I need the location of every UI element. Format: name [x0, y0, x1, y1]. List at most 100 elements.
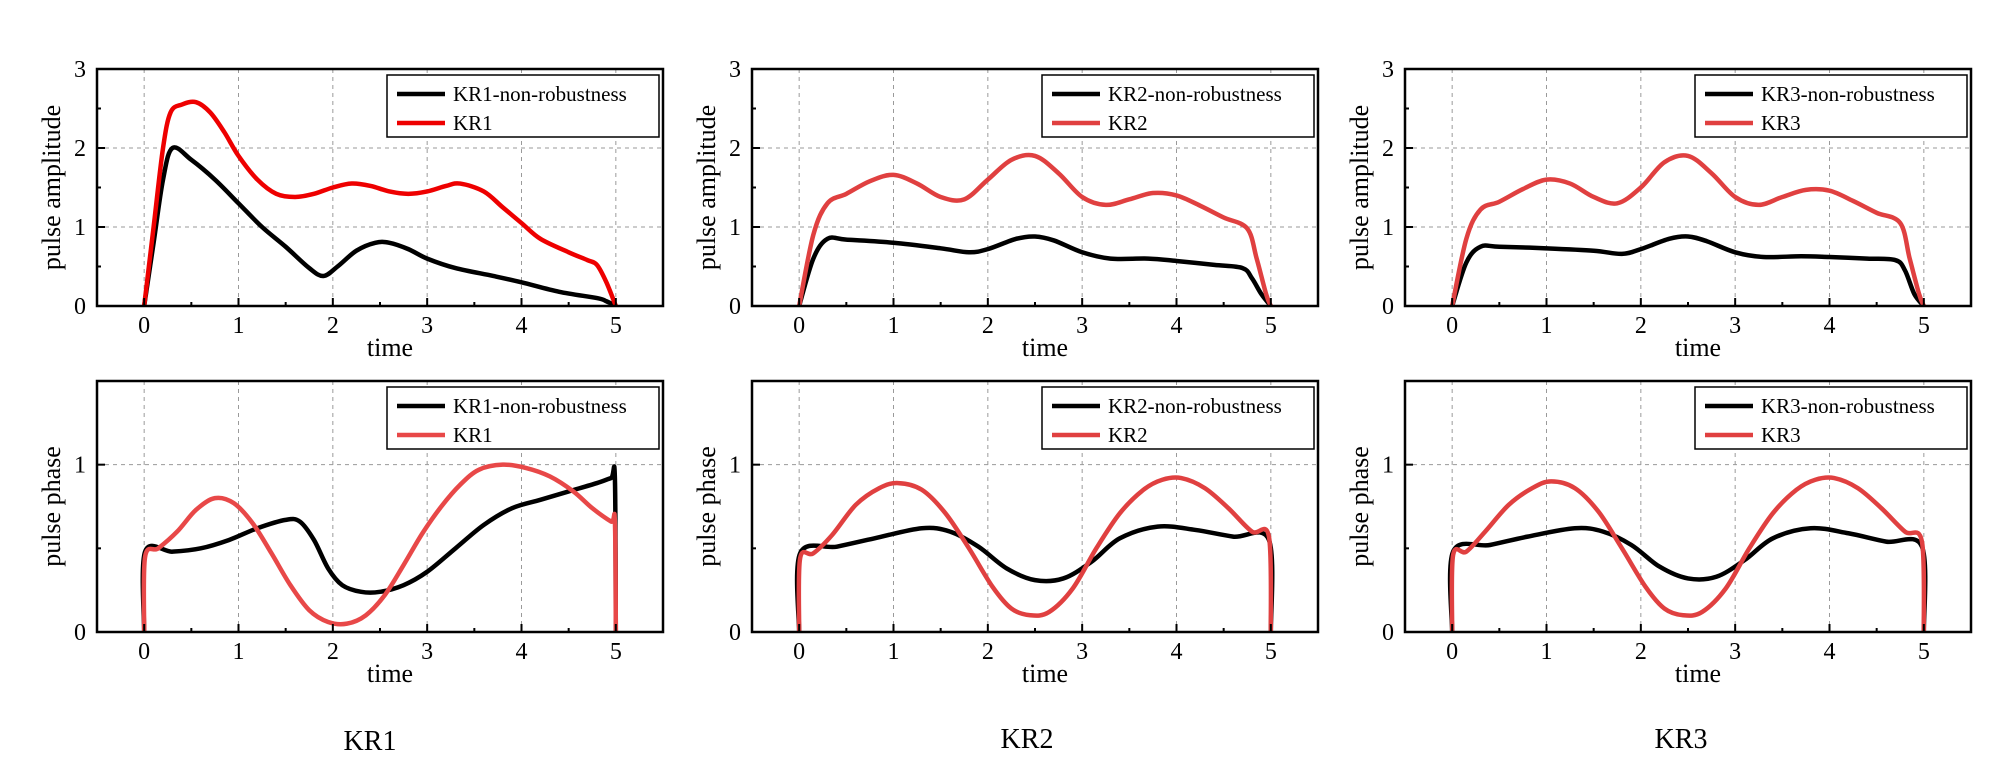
x-tick-label: 1 — [888, 313, 900, 339]
y-axis-label: pulse amplitude — [1345, 105, 1374, 270]
y-tick-label: 2 — [1382, 136, 1394, 162]
y-tick-label: 3 — [1382, 57, 1394, 83]
series-line-non-robustness — [1449, 234, 1927, 306]
x-tick-label: 4 — [516, 313, 528, 339]
x-tick-label: 5 — [1918, 313, 1930, 339]
series-line-non-robustness — [141, 145, 619, 306]
x-axis-label: time — [367, 659, 413, 688]
y-tick-label: 1 — [1382, 453, 1394, 479]
x-tick-label: 3 — [1729, 313, 1741, 339]
series-line-robust — [796, 152, 1274, 306]
y-tick-label: 3 — [74, 57, 86, 83]
y-tick-label: 0 — [74, 620, 86, 646]
legend-box — [1694, 74, 1968, 138]
series-line-non-robustness — [1447, 525, 1928, 632]
x-tick-label: 5 — [610, 313, 622, 339]
x-tick-label: 1 — [1541, 639, 1553, 665]
series-line-non-robustness — [140, 464, 619, 632]
legend-box — [386, 74, 660, 138]
x-tick-label: 2 — [327, 639, 339, 665]
legend-label: KR2-non-robustness — [1108, 394, 1282, 418]
y-tick-label: 1 — [74, 453, 86, 479]
x-tick-label: 4 — [1824, 639, 1836, 665]
x-tick-label: 0 — [138, 313, 150, 339]
x-axis-label: time — [1022, 659, 1068, 688]
legend-box — [386, 386, 660, 450]
y-tick-label: 0 — [1382, 294, 1394, 320]
legend-label: KR1-non-robustness — [453, 82, 627, 106]
x-tick-label: 4 — [1824, 313, 1836, 339]
x-tick-label: 4 — [1171, 313, 1183, 339]
legend-label: KR1 — [453, 423, 493, 447]
legend-label: KR3-non-robustness — [1761, 82, 1935, 106]
y-tick-label: 1 — [729, 453, 741, 479]
y-tick-label: 1 — [729, 215, 741, 241]
x-tick-label: 0 — [138, 639, 150, 665]
x-tick-label: 3 — [1729, 639, 1741, 665]
x-tick-label: 1 — [1541, 313, 1553, 339]
legend-label: KR2-non-robustness — [1108, 82, 1282, 106]
x-tick-label: 0 — [1446, 639, 1458, 665]
legend-label: KR2 — [1108, 111, 1148, 135]
series-line-robust — [796, 475, 1274, 632]
y-tick-label: 0 — [74, 294, 86, 320]
x-tick-label: 5 — [1918, 639, 1930, 665]
legend-box — [1694, 386, 1968, 450]
series-line-non-robustness — [794, 524, 1275, 632]
panel-amplitude-1: 0 1 2 3 4 5 0 1 2 3 time pulse amplitude KR1-non-rob… — [37, 57, 665, 362]
y-axis-label: pulse phase — [692, 446, 721, 567]
x-axis-label: time — [1022, 333, 1068, 362]
x-axis-label: time — [1675, 333, 1721, 362]
x-tick-label: 3 — [421, 313, 433, 339]
x-tick-label: 2 — [982, 639, 994, 665]
x-tick-label: 2 — [1635, 313, 1647, 339]
panel-phase-3: 0 1 2 3 4 5 0 1 time pulse phase KR3-non-robustnes… — [1345, 379, 1973, 688]
x-tick-label: 3 — [421, 639, 433, 665]
x-tick-label: 2 — [1635, 639, 1647, 665]
legend-label: KR3-non-robustness — [1761, 394, 1935, 418]
x-tick-label: 2 — [982, 313, 994, 339]
x-axis-label: time — [367, 333, 413, 362]
y-tick-label: 0 — [729, 294, 741, 320]
x-tick-label: 2 — [327, 313, 339, 339]
legend-label: KR1 — [453, 111, 493, 135]
panels-layer: 0 1 2 3 4 5 0 1 2 3 time pulse amplitude KR1-non-rob… — [37, 57, 1973, 688]
y-axis-label: pulse amplitude — [37, 105, 66, 270]
legend-label: KR3 — [1761, 111, 1801, 135]
x-tick-label: 5 — [610, 639, 622, 665]
x-tick-label: 0 — [793, 313, 805, 339]
caption-kr2: KR2 — [1001, 724, 1054, 755]
y-tick-label: 0 — [729, 620, 741, 646]
x-tick-label: 3 — [1076, 313, 1088, 339]
legend-box — [1041, 386, 1315, 450]
x-tick-label: 1 — [233, 639, 245, 665]
x-tick-label: 5 — [1265, 639, 1277, 665]
caption-kr1: KR1 — [344, 726, 397, 757]
panel-amplitude-3: 0 1 2 3 4 5 0 1 2 3 time pulse amplitude KR3-non-rob… — [1345, 57, 1973, 362]
y-tick-label: 3 — [729, 57, 741, 83]
x-tick-label: 1 — [888, 639, 900, 665]
y-tick-label: 2 — [729, 136, 741, 162]
y-axis-label: pulse phase — [1345, 446, 1374, 567]
y-tick-label: 2 — [74, 136, 86, 162]
series-line-robust — [141, 462, 619, 632]
series-line-non-robustness — [796, 234, 1274, 306]
y-axis-label: pulse amplitude — [692, 105, 721, 270]
x-tick-label: 0 — [1446, 313, 1458, 339]
y-axis-label: pulse phase — [37, 446, 66, 567]
x-tick-label: 4 — [1171, 639, 1183, 665]
legend-label: KR3 — [1761, 423, 1801, 447]
y-tick-label: 0 — [1382, 620, 1394, 646]
y-tick-label: 1 — [74, 215, 86, 241]
panel-amplitude-2: 0 1 2 3 4 5 0 1 2 3 time pulse amplitude KR2-non-rob… — [692, 57, 1320, 362]
panel-phase-2: 0 1 2 3 4 5 0 1 time pulse phase KR2-non-robustnes… — [692, 379, 1320, 688]
x-tick-label: 0 — [793, 639, 805, 665]
legend-label: KR2 — [1108, 423, 1148, 447]
x-axis-label: time — [1675, 659, 1721, 688]
x-tick-label: 3 — [1076, 639, 1088, 665]
y-tick-label: 1 — [1382, 215, 1394, 241]
series-line-robust — [141, 99, 619, 306]
legend-label: KR1-non-robustness — [453, 394, 627, 418]
legend-box — [1041, 74, 1315, 138]
